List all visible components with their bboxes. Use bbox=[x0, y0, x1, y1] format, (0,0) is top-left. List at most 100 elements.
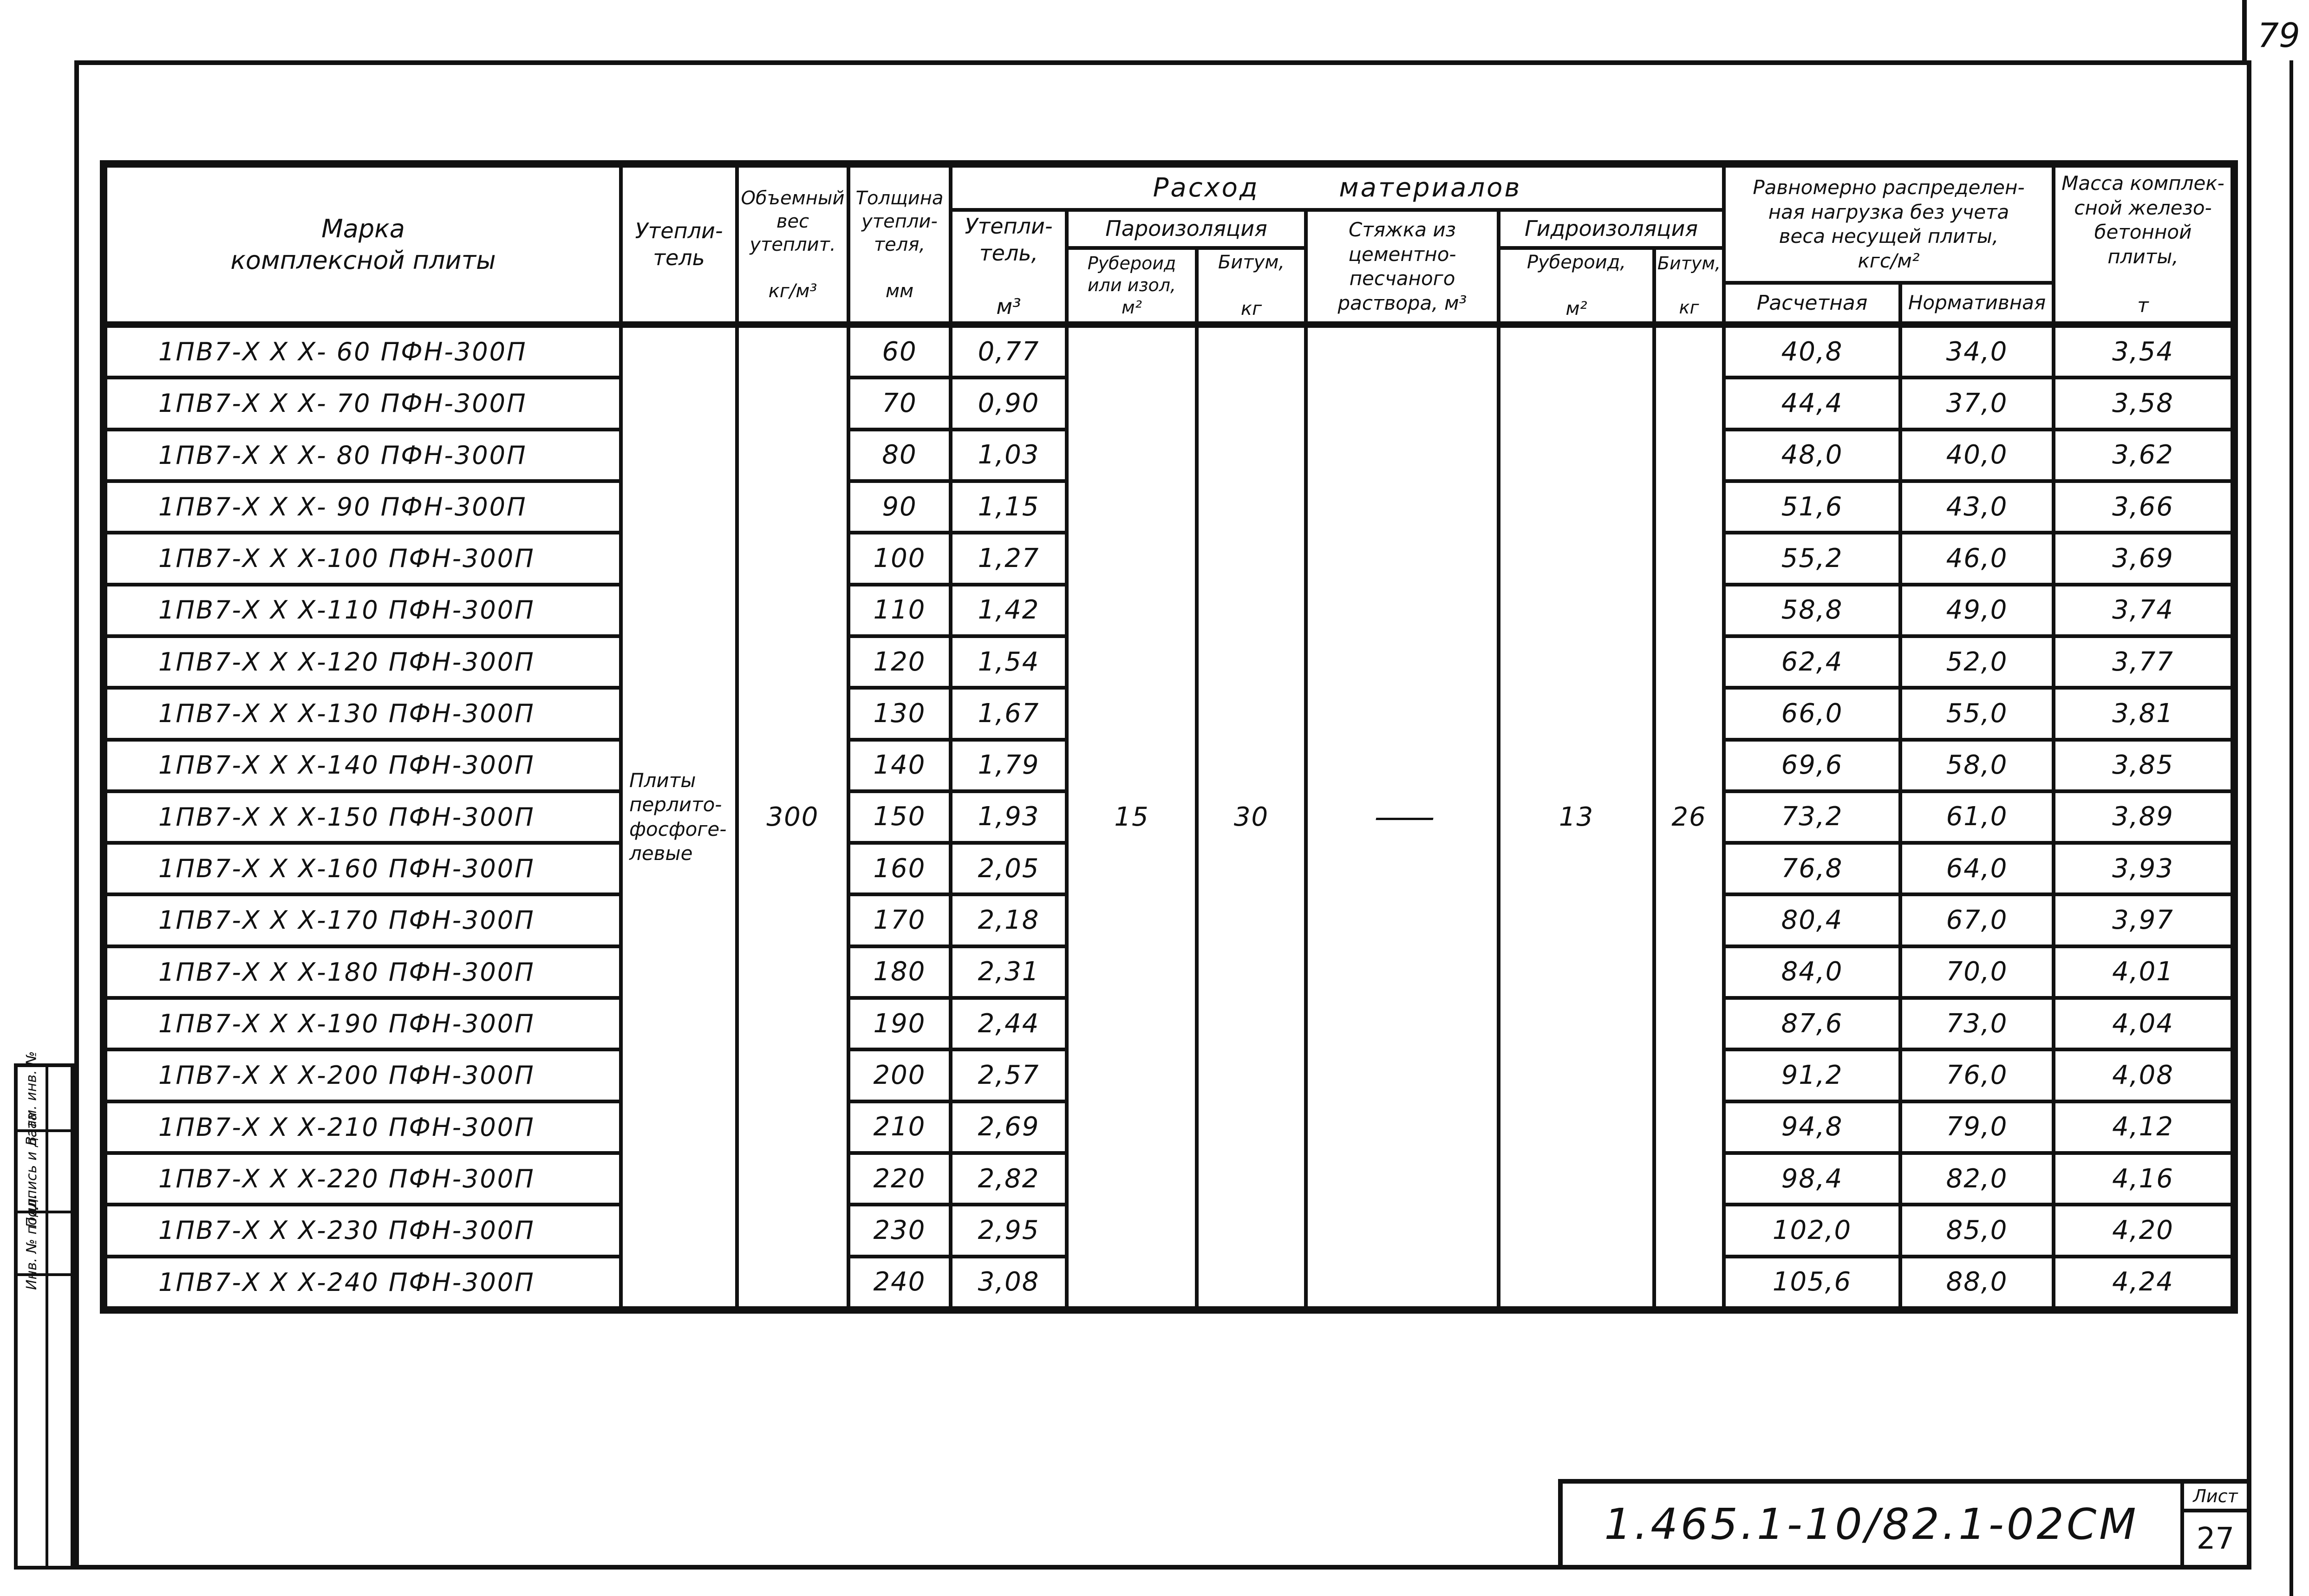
thickness-cell: 230 bbox=[848, 1205, 951, 1257]
title-block: 1.465.1-10/82.1-02СМ Лист 27 bbox=[1558, 1479, 2251, 1570]
insulation-volume-cell: 1,42 bbox=[951, 584, 1067, 636]
insulation-volume-cell: 1,54 bbox=[951, 636, 1067, 688]
mass-cell: 4,20 bbox=[2054, 1205, 2232, 1257]
normative-load-cell: 85,0 bbox=[1900, 1205, 2054, 1257]
design-load-cell: 40,8 bbox=[1724, 326, 1900, 378]
header-load-group: Равномерно распределен- ная нагрузка без… bbox=[1724, 166, 2054, 283]
header-screed: Стяжка из цементно- песчаного раствора, … bbox=[1306, 210, 1499, 326]
insulation-volume-cell: 1,15 bbox=[951, 481, 1067, 533]
normative-load-cell: 67,0 bbox=[1900, 894, 2054, 946]
thickness-cell: 60 bbox=[848, 326, 951, 378]
normative-load-cell: 55,0 bbox=[1900, 688, 2054, 740]
header-density: Объемный вес утеплит. кг/м³ bbox=[737, 166, 848, 326]
header-bitumen-vapor: Битум, кг bbox=[1197, 248, 1306, 326]
thickness-cell: 190 bbox=[848, 998, 951, 1050]
normative-load-cell: 37,0 bbox=[1900, 378, 2054, 430]
thickness-cell: 150 bbox=[848, 791, 951, 843]
header-normative-load: Нормативная bbox=[1900, 283, 2054, 326]
mass-cell: 3,97 bbox=[2054, 894, 2232, 946]
normative-load-cell: 61,0 bbox=[1900, 791, 2054, 843]
design-load-cell: 51,6 bbox=[1724, 481, 1900, 533]
stamp-divider-1 bbox=[18, 1129, 71, 1132]
design-load-cell: 91,2 bbox=[1724, 1049, 1900, 1101]
design-load-cell: 62,4 bbox=[1724, 636, 1900, 688]
mark-cell: 1ПВ7-Х Х Х-120 ПФН-300П bbox=[105, 636, 621, 688]
mark-cell: 1ПВ7-Х Х Х-180 ПФН-300П bbox=[105, 946, 621, 998]
insulation-volume-cell: 2,05 bbox=[951, 843, 1067, 895]
mass-cell: 3,66 bbox=[2054, 481, 2232, 533]
normative-load-cell: 52,0 bbox=[1900, 636, 2054, 688]
normative-load-cell: 40,0 bbox=[1900, 429, 2054, 481]
header-thickness: Толщина утепли- теля, мм bbox=[848, 166, 951, 326]
insulation-volume-cell: 2,82 bbox=[951, 1153, 1067, 1205]
insulation-volume-cell: 2,69 bbox=[951, 1101, 1067, 1153]
insulation-volume-cell: 1,67 bbox=[951, 688, 1067, 740]
insulation-volume-cell: 2,31 bbox=[951, 946, 1067, 998]
header-consumption-group: Расход материалов bbox=[951, 166, 1724, 210]
header-insulation: Утепли- тель bbox=[621, 166, 737, 326]
mark-cell: 1ПВ7-Х Х Х- 60 ПФН-300П bbox=[105, 326, 621, 378]
design-load-cell: 76,8 bbox=[1724, 843, 1900, 895]
mark-cell: 1ПВ7-Х Х Х-230 ПФН-300П bbox=[105, 1205, 621, 1257]
normative-load-cell: 46,0 bbox=[1900, 533, 2054, 585]
mark-cell: 1ПВ7-Х Х Х-140 ПФН-300П bbox=[105, 739, 621, 791]
header-design-load: Расчетная bbox=[1724, 283, 1900, 326]
document-code: 1.465.1-10/82.1-02СМ bbox=[1604, 1499, 2139, 1549]
insulation-volume-cell: 1,93 bbox=[951, 791, 1067, 843]
mark-cell: 1ПВ7-Х Х Х- 80 ПФН-300П bbox=[105, 429, 621, 481]
thickness-cell: 160 bbox=[848, 843, 951, 895]
mark-cell: 1ПВ7-Х Х Х- 70 ПФН-300П bbox=[105, 378, 621, 430]
thickness-cell: 80 bbox=[848, 429, 951, 481]
insulation-volume-cell: 1,79 bbox=[951, 739, 1067, 791]
thickness-cell: 110 bbox=[848, 584, 951, 636]
mass-cell: 3,58 bbox=[2054, 378, 2232, 430]
stamp-label-inv: Инв. № подл. bbox=[23, 1194, 40, 1290]
header-insulation-volume: Утепли- тель, м³ bbox=[951, 210, 1067, 326]
design-load-cell: 84,0 bbox=[1724, 946, 1900, 998]
mass-cell: 4,08 bbox=[2054, 1049, 2232, 1101]
merged-insulation-type: Плиты перлито- фосфоге- левые bbox=[621, 326, 737, 1308]
merged-density: 300 bbox=[737, 326, 848, 1308]
main-table: Марка комплексной плиты Утепли- тель Объ… bbox=[100, 160, 2238, 1314]
design-load-cell: 48,0 bbox=[1724, 429, 1900, 481]
mass-cell: 3,54 bbox=[2054, 326, 2232, 378]
mark-cell: 1ПВ7-Х Х Х- 90 ПФН-300П bbox=[105, 481, 621, 533]
design-load-cell: 44,4 bbox=[1724, 378, 1900, 430]
mark-cell: 1ПВ7-Х Х Х-210 ПФН-300П bbox=[105, 1101, 621, 1153]
design-load-cell: 94,8 bbox=[1724, 1101, 1900, 1153]
header-mark: Марка комплексной плиты bbox=[105, 166, 621, 326]
sheet-number: 27 bbox=[2196, 1521, 2235, 1556]
mark-cell: 1ПВ7-Х Х Х-220 ПФН-300П bbox=[105, 1153, 621, 1205]
insulation-volume-cell: 0,77 bbox=[951, 326, 1067, 378]
design-load-cell: 98,4 bbox=[1724, 1153, 1900, 1205]
normative-load-cell: 49,0 bbox=[1900, 584, 2054, 636]
mass-cell: 3,85 bbox=[2054, 739, 2232, 791]
thickness-cell: 90 bbox=[848, 481, 951, 533]
normative-load-cell: 76,0 bbox=[1900, 1049, 2054, 1101]
header-mass: Масса комплек- сной железо- бетонной пли… bbox=[2054, 166, 2232, 326]
normative-load-cell: 79,0 bbox=[1900, 1101, 2054, 1153]
thickness-cell: 100 bbox=[848, 533, 951, 585]
mass-cell: 3,62 bbox=[2054, 429, 2232, 481]
mark-cell: 1ПВ7-Х Х Х-190 ПФН-300П bbox=[105, 998, 621, 1050]
mark-cell: 1ПВ7-Х Х Х-110 ПФН-300П bbox=[105, 584, 621, 636]
design-load-cell: 66,0 bbox=[1724, 688, 1900, 740]
thickness-cell: 120 bbox=[848, 636, 951, 688]
insulation-volume-cell: 1,27 bbox=[951, 533, 1067, 585]
normative-load-cell: 70,0 bbox=[1900, 946, 2054, 998]
margin-stamp-box: Взам. инв. № Подпись и дата Инв. № подл. bbox=[14, 1051, 74, 1570]
thickness-cell: 180 bbox=[848, 946, 951, 998]
normative-load-cell: 88,0 bbox=[1900, 1256, 2054, 1308]
insulation-volume-cell: 0,90 bbox=[951, 378, 1067, 430]
header-bitumen-water: Битум, кг bbox=[1654, 248, 1724, 326]
page-number: 79 bbox=[2257, 16, 2300, 55]
mark-cell: 1ПВ7-Х Х Х-170 ПФН-300П bbox=[105, 894, 621, 946]
thickness-cell: 240 bbox=[848, 1256, 951, 1308]
mass-cell: 3,89 bbox=[2054, 791, 2232, 843]
mass-cell: 3,69 bbox=[2054, 533, 2232, 585]
normative-load-cell: 73,0 bbox=[1900, 998, 2054, 1050]
normative-load-cell: 82,0 bbox=[1900, 1153, 2054, 1205]
mark-cell: 1ПВ7-Х Х Х-240 ПФН-300П bbox=[105, 1256, 621, 1308]
sheet-edge-line bbox=[2289, 60, 2293, 1596]
